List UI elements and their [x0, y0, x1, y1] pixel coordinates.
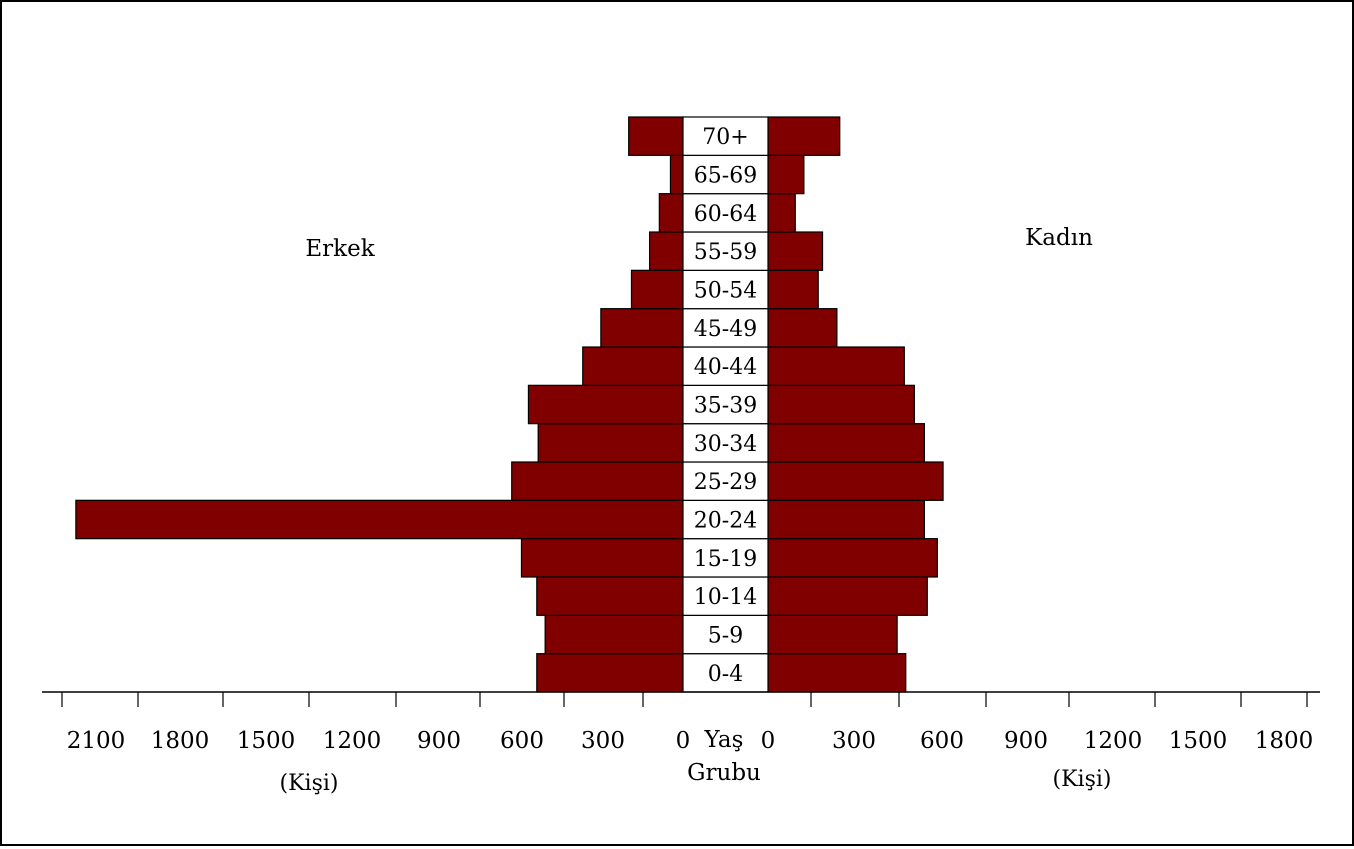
bar-male-10-14	[536, 576, 684, 616]
bar-male-45-49	[600, 308, 684, 348]
age-cell-35-39	[682, 384, 769, 425]
tick-label-right-1200: 1200	[1084, 728, 1143, 754]
age-cell-60-64	[682, 193, 769, 233]
bar-male-70+	[628, 116, 684, 156]
age-cell-5-9	[682, 614, 769, 655]
series-label-male: Erkek	[305, 236, 375, 262]
bar-female-70+	[767, 116, 841, 156]
tick-label-left-1200: 1200	[323, 728, 382, 754]
tick-label-left-600: 600	[500, 728, 544, 754]
bar-female-0-4	[767, 653, 907, 693]
age-label-30-34: 30-34	[694, 432, 757, 457]
bar-female-60-64	[767, 193, 796, 233]
right-unit-label: (Kişi)	[1053, 767, 1112, 792]
age-group-column: 0-4 5-9 10-14 15-19 20-24 25-29 30-34 35-39 40-4…	[682, 116, 769, 693]
bar-female-30-34	[767, 423, 926, 463]
age-label-5-9: 5-9	[708, 624, 743, 649]
bar-female-50-54	[767, 269, 819, 310]
tick-label-left-1500: 1500	[237, 728, 296, 754]
age-label-35-39: 35-39	[694, 394, 757, 419]
age-cell-25-29	[682, 461, 769, 501]
bar-female-35-39	[767, 384, 915, 425]
age-cell-0-4	[682, 653, 769, 693]
age-label-40-44: 40-44	[694, 355, 757, 380]
bar-female-65-69	[767, 154, 805, 195]
age-label-15-19: 15-19	[694, 547, 757, 572]
bar-male-5-9	[544, 614, 684, 655]
age-label-45-49: 45-49	[694, 317, 757, 342]
age-cell-50-54	[682, 269, 769, 310]
age-cell-20-24	[682, 499, 769, 540]
left-unit-label: (Kişi)	[280, 771, 339, 796]
age-cell-70+	[682, 116, 769, 156]
center-label-line2: Grubu	[687, 760, 761, 786]
center-label-line1: Yaş	[704, 727, 744, 753]
age-cell-30-34	[682, 423, 769, 463]
age-label-50-54: 50-54	[694, 279, 757, 304]
bar-female-15-19	[767, 538, 938, 578]
tick-label-right-600: 600	[920, 728, 964, 754]
bar-female-40-44	[767, 346, 905, 386]
tick-label-left-300: 300	[581, 728, 625, 754]
bar-male-50-54	[630, 269, 684, 310]
bar-female-10-14	[767, 576, 928, 616]
bar-male-55-59	[648, 231, 684, 271]
tick-label-left-1800: 1800	[151, 728, 210, 754]
bar-male-25-29	[511, 461, 684, 501]
bar-male-15-19	[520, 538, 684, 578]
tick-label-right-1800: 1800	[1255, 728, 1314, 754]
x-axis-ticks: 2100 1800 1500 1200 900 600 300 0 0 300 600 900 1200…	[61, 692, 1314, 754]
bar-male-35-39	[527, 384, 684, 425]
age-cell-45-49	[682, 308, 769, 348]
age-cell-15-19	[682, 538, 769, 578]
bar-male-60-64	[658, 193, 684, 233]
bar-male-30-34	[537, 423, 684, 463]
age-label-25-29: 25-29	[694, 470, 757, 495]
bar-female-45-49	[767, 308, 838, 348]
age-label-60-64: 60-64	[694, 202, 757, 227]
age-cell-55-59	[682, 231, 769, 271]
age-label-10-14: 10-14	[694, 585, 757, 610]
bar-male-20-24	[75, 499, 684, 540]
age-label-20-24: 20-24	[694, 509, 757, 534]
male-bars	[75, 116, 684, 693]
bar-male-40-44	[582, 346, 684, 386]
bar-female-20-24	[767, 499, 926, 540]
tick-label-right-900: 900	[1004, 728, 1048, 754]
tick-label-right-0: 0	[761, 728, 776, 754]
bar-male-0-4	[536, 653, 684, 693]
age-label-70+: 70+	[702, 125, 748, 150]
age-cell-40-44	[682, 346, 769, 386]
tick-label-right-1500: 1500	[1169, 728, 1228, 754]
bar-female-25-29	[767, 461, 944, 501]
tick-label-left-0: 0	[676, 728, 691, 754]
tick-label-right-300: 300	[832, 728, 876, 754]
bar-female-55-59	[767, 231, 824, 271]
series-label-female: Kadın	[1025, 225, 1093, 251]
bar-female-5-9	[767, 614, 898, 655]
age-label-65-69: 65-69	[694, 164, 757, 189]
bar-male-65-69	[669, 154, 684, 195]
tick-label-left-2100: 2100	[67, 728, 126, 754]
female-bars	[767, 116, 944, 693]
age-label-0-4: 0-4	[708, 662, 743, 687]
age-label-55-59: 55-59	[694, 240, 757, 265]
tick-label-left-900: 900	[417, 728, 461, 754]
